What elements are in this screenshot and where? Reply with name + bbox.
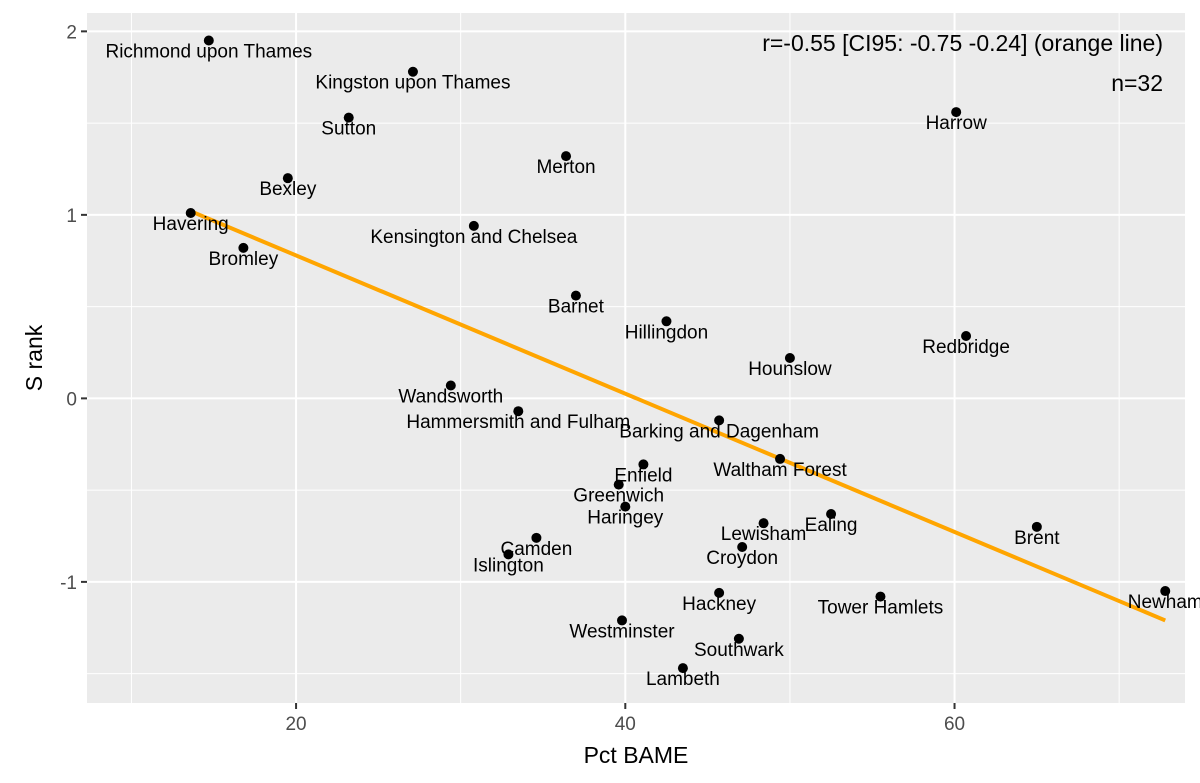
point-lambeth <box>677 663 688 674</box>
data-points <box>185 35 1171 674</box>
x-axis: 20 40 60 <box>285 703 965 735</box>
point-label-harrow: Harrow <box>926 113 988 134</box>
point-label-havering: Havering <box>153 214 229 235</box>
minor-gridlines <box>87 13 1185 703</box>
point-kensington-and-chelsea <box>468 220 479 231</box>
point-tower-hamlets <box>875 591 886 602</box>
point-label-islington: Islington <box>473 555 544 576</box>
point-label-westminster: Westminster <box>569 621 675 642</box>
point-wandsworth <box>445 380 456 391</box>
y-tick-label: 1 <box>66 206 77 227</box>
point-hackney <box>714 587 725 598</box>
point-havering <box>185 208 196 219</box>
y-tick-label: 2 <box>66 22 77 43</box>
annotation-sample-size: n=32 <box>1111 70 1163 96</box>
point-label-newham: Newham <box>1128 592 1200 613</box>
point-label-haringey: Haringey <box>587 508 664 529</box>
point-southwark <box>733 633 744 644</box>
point-greenwich <box>613 479 624 490</box>
point-sutton <box>343 112 354 123</box>
point-label-ealing: Ealing <box>805 515 858 536</box>
point-hillingdon <box>661 316 672 327</box>
point-newham <box>1160 586 1171 597</box>
plot-panel <box>87 13 1185 703</box>
point-label-kensington-and-chelsea: Kensington and Chelsea <box>370 227 577 248</box>
point-haringey <box>620 501 631 512</box>
y-tick-label: 0 <box>66 389 77 410</box>
y-axis-title: S rank <box>21 324 47 391</box>
y-axis: -1 0 1 2 <box>60 22 87 594</box>
point-label-brent: Brent <box>1014 528 1060 549</box>
point-islington <box>503 549 514 560</box>
point-label-lambeth: Lambeth <box>646 669 720 690</box>
point-label-bromley: Bromley <box>209 249 279 270</box>
point-hounslow <box>784 353 795 363</box>
point-label-sutton: Sutton <box>321 119 376 140</box>
point-label-wandsworth: Wandsworth <box>398 387 503 408</box>
point-label-hammersmith-and-fulham: Hammersmith and Fulham <box>406 412 630 433</box>
point-westminster <box>617 615 628 626</box>
point-label-croydon: Croydon <box>706 548 778 569</box>
point-label-richmond-upon-thames: Richmond upon Thames <box>105 42 312 63</box>
point-bromley <box>238 242 249 253</box>
point-lewisham <box>758 518 769 529</box>
point-barnet <box>570 290 581 301</box>
point-ealing <box>826 508 837 519</box>
point-hammersmith-and-fulham <box>513 406 524 417</box>
point-croydon <box>737 542 748 553</box>
point-label-barking-and-dagenham: Barking and Dagenham <box>619 421 819 442</box>
point-label-southwark: Southwark <box>694 640 784 661</box>
point-label-kingston-upon-thames: Kingston upon Thames <box>315 73 510 94</box>
point-label-hackney: Hackney <box>682 594 756 615</box>
x-axis-title: Pct BAME <box>584 742 689 768</box>
x-tick-label: 40 <box>615 714 636 735</box>
point-waltham-forest <box>775 453 786 464</box>
point-enfield <box>638 459 649 470</box>
point-label-lewisham: Lewisham <box>721 524 807 545</box>
point-harrow <box>951 107 962 118</box>
point-brent <box>1031 521 1042 532</box>
point-label-merton: Merton <box>536 157 595 178</box>
point-label-enfield: Enfield <box>614 465 672 486</box>
point-kingston-upon-thames <box>407 66 418 77</box>
point-label-tower-hamlets: Tower Hamlets <box>818 598 944 619</box>
point-barking-and-dagenham <box>714 415 725 426</box>
point-label-hillingdon: Hillingdon <box>625 322 708 343</box>
point-label-waltham-forest: Waltham Forest <box>713 460 847 481</box>
point-label-redbridge: Redbridge <box>922 337 1010 358</box>
point-richmond-upon-thames <box>203 35 214 46</box>
point-label-bexley: Bexley <box>259 179 317 200</box>
x-tick-label: 60 <box>944 714 965 735</box>
annotation-correlation: r=-0.55 [CI95: -0.75 -0.24] (orange line… <box>762 30 1163 56</box>
x-tick-label: 20 <box>285 714 306 735</box>
y-tick-label: -1 <box>60 573 77 594</box>
point-label-greenwich: Greenwich <box>573 486 664 507</box>
point-label-hounslow: Hounslow <box>748 359 832 380</box>
point-redbridge <box>961 330 972 341</box>
fit-line <box>189 209 1167 623</box>
point-label-camden: Camden <box>500 539 572 560</box>
point-bexley <box>282 173 293 184</box>
point-merton <box>561 151 572 162</box>
point-label-barnet: Barnet <box>548 297 605 318</box>
point-camden <box>531 532 542 543</box>
